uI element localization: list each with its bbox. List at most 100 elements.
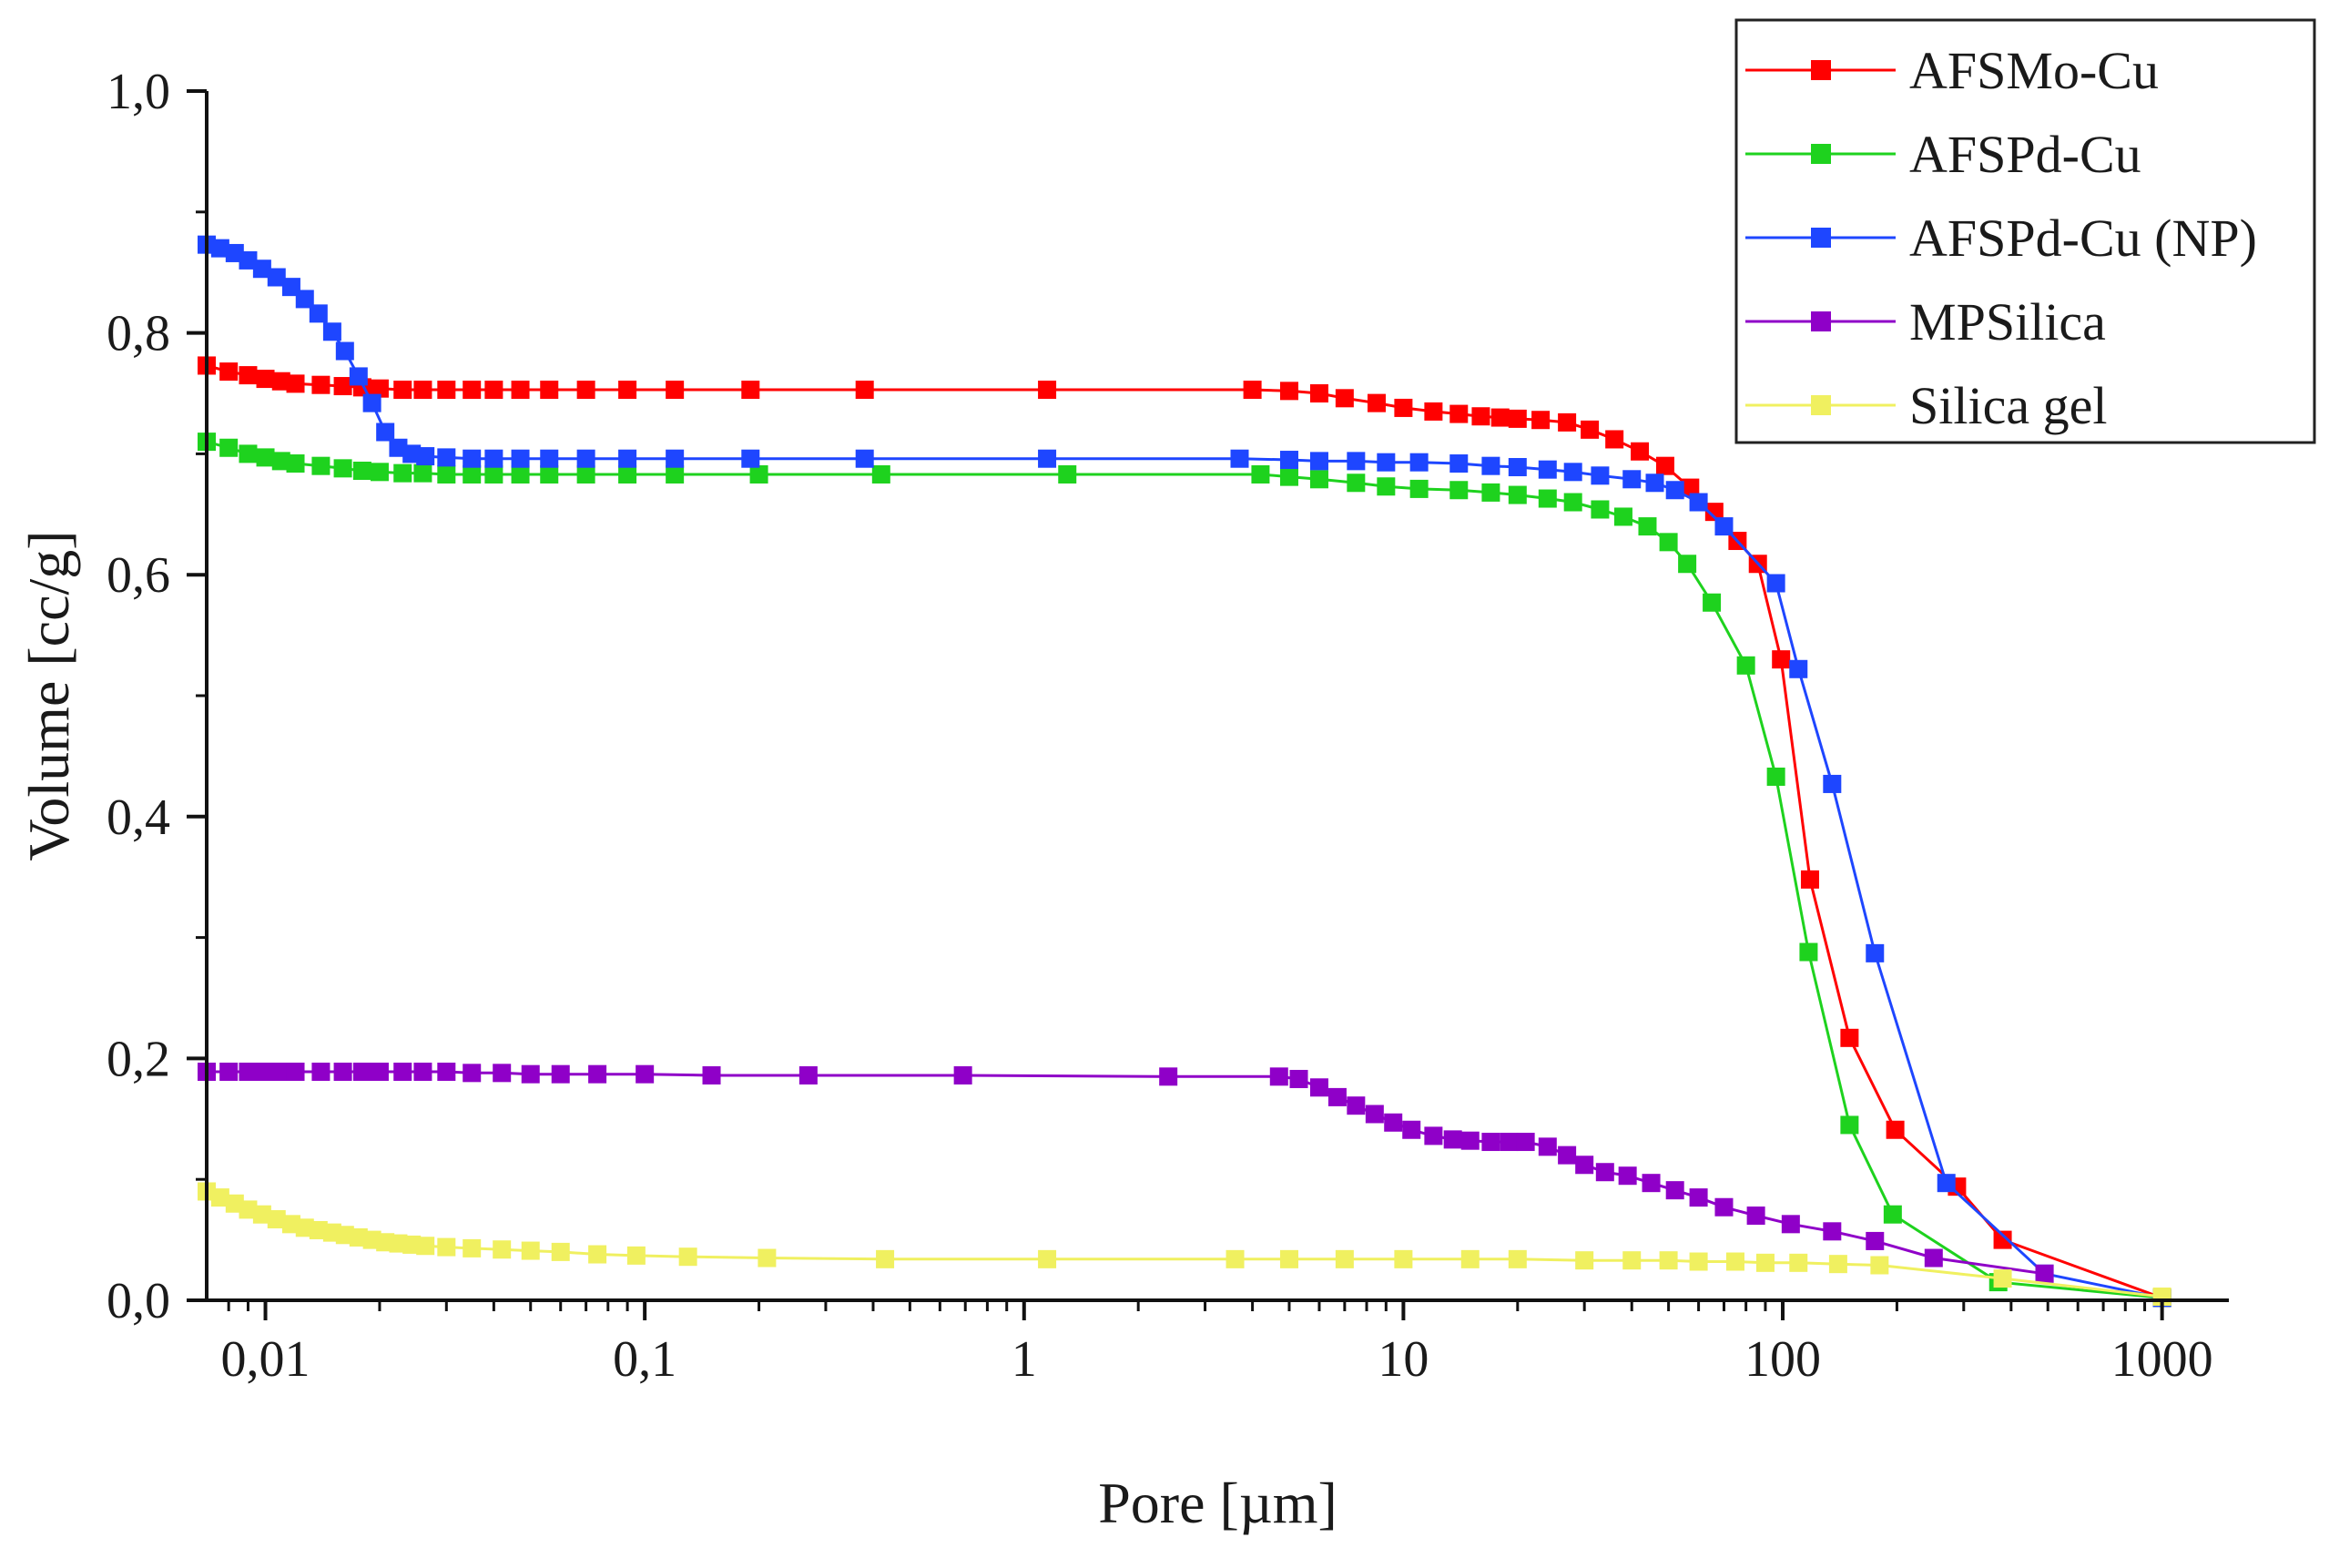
x-tick-label: 100 [1744,1331,1821,1388]
data-point [1714,517,1734,536]
data-point [749,464,768,484]
data-point [1924,1248,1943,1268]
data-point [352,461,371,480]
data-point [267,268,286,287]
legend-label: AFSPd-Cu [1909,125,2141,184]
y-axis-ticks: 0,0 0,2 0,4 0,6 0,8 1,0 [107,64,207,1329]
data-point [309,1220,328,1239]
data-point [2035,1264,2054,1283]
data-point [311,1063,331,1082]
data-point [437,448,456,467]
data-point [1402,1120,1421,1139]
data-point [521,1241,540,1260]
data-point [1460,1131,1480,1150]
data-point [1409,453,1429,472]
y-tick-label: 0,0 [107,1273,170,1329]
data-point [322,322,341,341]
series-afspd-cu [198,433,2171,1308]
data-point [741,381,760,400]
data-point [1424,1126,1443,1145]
data-point [576,449,595,468]
data-point [1058,464,1077,484]
data-point [210,239,229,258]
data-point [1538,1137,1557,1156]
data-point [437,1063,456,1082]
data-point [393,463,412,483]
data-point [1449,481,1469,500]
data-point [219,1063,239,1082]
x-tick-label: 0,01 [221,1331,310,1388]
data-point [1665,1181,1684,1200]
data-point [376,423,395,442]
data-point [1840,1115,1859,1135]
data-point [286,374,305,393]
data-point [416,1237,435,1256]
legend-marker [1811,395,1831,415]
data-point [1347,473,1366,493]
data-point [1789,1253,1808,1272]
data-point [1516,1133,1535,1152]
x-axis-title: Pore [µm] [1098,1471,1337,1535]
data-point [618,464,637,484]
data-point [1591,500,1610,519]
data-point [1622,1251,1642,1270]
data-point [666,449,685,468]
data-point [1481,1133,1500,1152]
x-axis-ticks: 0,01 0,1 1 10 100 1000 [221,1300,2213,1388]
data-point [1309,384,1328,402]
data-point [493,1064,512,1083]
data-point [1823,774,1842,793]
x-tick-label: 10 [1378,1331,1429,1388]
data-point [1449,404,1469,423]
legend-item: AFSPd-Cu [1745,125,2141,184]
legend-label: MPSilica [1909,292,2106,351]
legend-item: MPSilica [1745,292,2106,351]
data-point [1937,1174,1956,1193]
data-point [1289,1069,1308,1088]
data-point [876,1249,895,1268]
data-point [1460,1249,1480,1268]
data-point [370,463,389,482]
data-point [1591,466,1610,485]
data-point [1508,458,1527,477]
legend-marker [1811,144,1831,164]
data-point [1309,470,1328,489]
legend-item: AFSMo-Cu [1745,41,2159,100]
data-point [463,464,482,484]
data-point [256,448,275,467]
legend-marker [1811,228,1831,248]
data-point [636,1064,655,1084]
data-point [309,304,328,323]
x-tick-label: 0,1 [613,1331,676,1388]
data-point [1840,1028,1859,1047]
data-point [1558,412,1577,432]
data-point [741,449,760,468]
y-tick-label: 0,4 [107,789,170,846]
data-point [286,1063,305,1082]
data-point [1243,381,1262,400]
data-point [437,1237,456,1257]
data-point [393,1063,412,1082]
legend-label: AFSMo-Cu [1909,41,2159,100]
data-point [1279,451,1298,470]
data-point [1443,1130,1462,1149]
data-point [511,464,530,484]
data-point [1500,1133,1519,1152]
data-point [335,341,354,361]
legend: AFSMo-Cu AFSPd-Cu AFSPd-Cu (NP) MPSilica Sil… [1734,18,2316,444]
data-point [295,290,314,309]
data-point [370,379,389,398]
data-point [1563,463,1582,482]
data-point [1365,1105,1384,1124]
data-point [437,381,456,400]
y-tick-label: 0,8 [107,306,170,362]
data-point [1508,1249,1527,1268]
data-point [416,447,435,466]
data-point [1508,485,1527,504]
x-tick-label: 1000 [2111,1331,2213,1388]
data-point [1725,1252,1744,1271]
data-point [1424,402,1443,421]
data-point [463,1238,482,1257]
data-point [1642,1174,1661,1193]
data-point [666,464,685,484]
